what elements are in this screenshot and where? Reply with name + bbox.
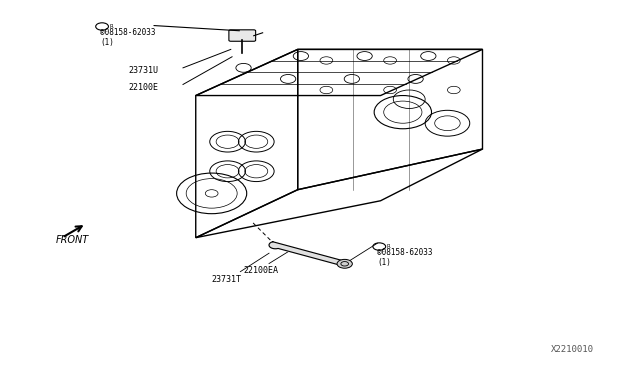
Polygon shape — [269, 242, 351, 267]
Text: 22100E: 22100E — [129, 83, 159, 92]
Text: R: R — [109, 24, 113, 29]
FancyBboxPatch shape — [229, 30, 255, 41]
Text: ®08158-62033
(1): ®08158-62033 (1) — [100, 28, 156, 47]
Text: 23731U: 23731U — [129, 66, 159, 75]
Text: R: R — [387, 244, 390, 249]
Text: X2210010: X2210010 — [551, 345, 594, 354]
Text: 23731T: 23731T — [212, 275, 242, 283]
Text: 22100EA: 22100EA — [244, 266, 278, 276]
Text: FRONT: FRONT — [56, 235, 89, 245]
Circle shape — [337, 259, 353, 268]
Text: ®08158-62033
(1): ®08158-62033 (1) — [378, 248, 433, 267]
